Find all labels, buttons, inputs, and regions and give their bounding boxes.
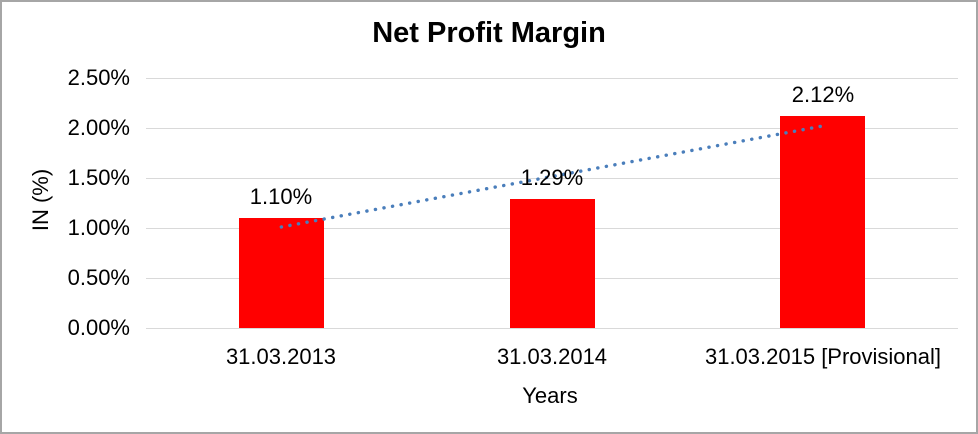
x-axis-category-label: 31.03.2015 [Provisional] — [704, 344, 942, 369]
bar — [780, 116, 865, 328]
y-axis-tick-label: 1.00% — [67, 215, 130, 240]
y-axis-tick-label: 0.50% — [67, 265, 130, 290]
x-axis-category-label: 31.03.2014 — [496, 344, 608, 369]
chart-title: Net Profit Margin — [372, 17, 606, 49]
gridline — [146, 78, 958, 79]
bar-value-label: 1.29% — [520, 165, 584, 190]
bar-value-label: 2.12% — [791, 82, 855, 107]
bar — [239, 218, 324, 328]
x-axis-title: Years — [522, 383, 578, 408]
bar — [510, 199, 595, 328]
gridline — [146, 328, 958, 329]
y-axis-tick-label: 2.50% — [67, 65, 130, 90]
y-axis-tick-label: 0.00% — [67, 315, 130, 340]
bar-value-label: 1.10% — [249, 184, 313, 209]
x-axis-category-label: 31.03.2013 — [225, 344, 337, 369]
y-axis-tick-label: 1.50% — [67, 165, 130, 190]
y-axis-tick-label: 2.00% — [67, 115, 130, 140]
